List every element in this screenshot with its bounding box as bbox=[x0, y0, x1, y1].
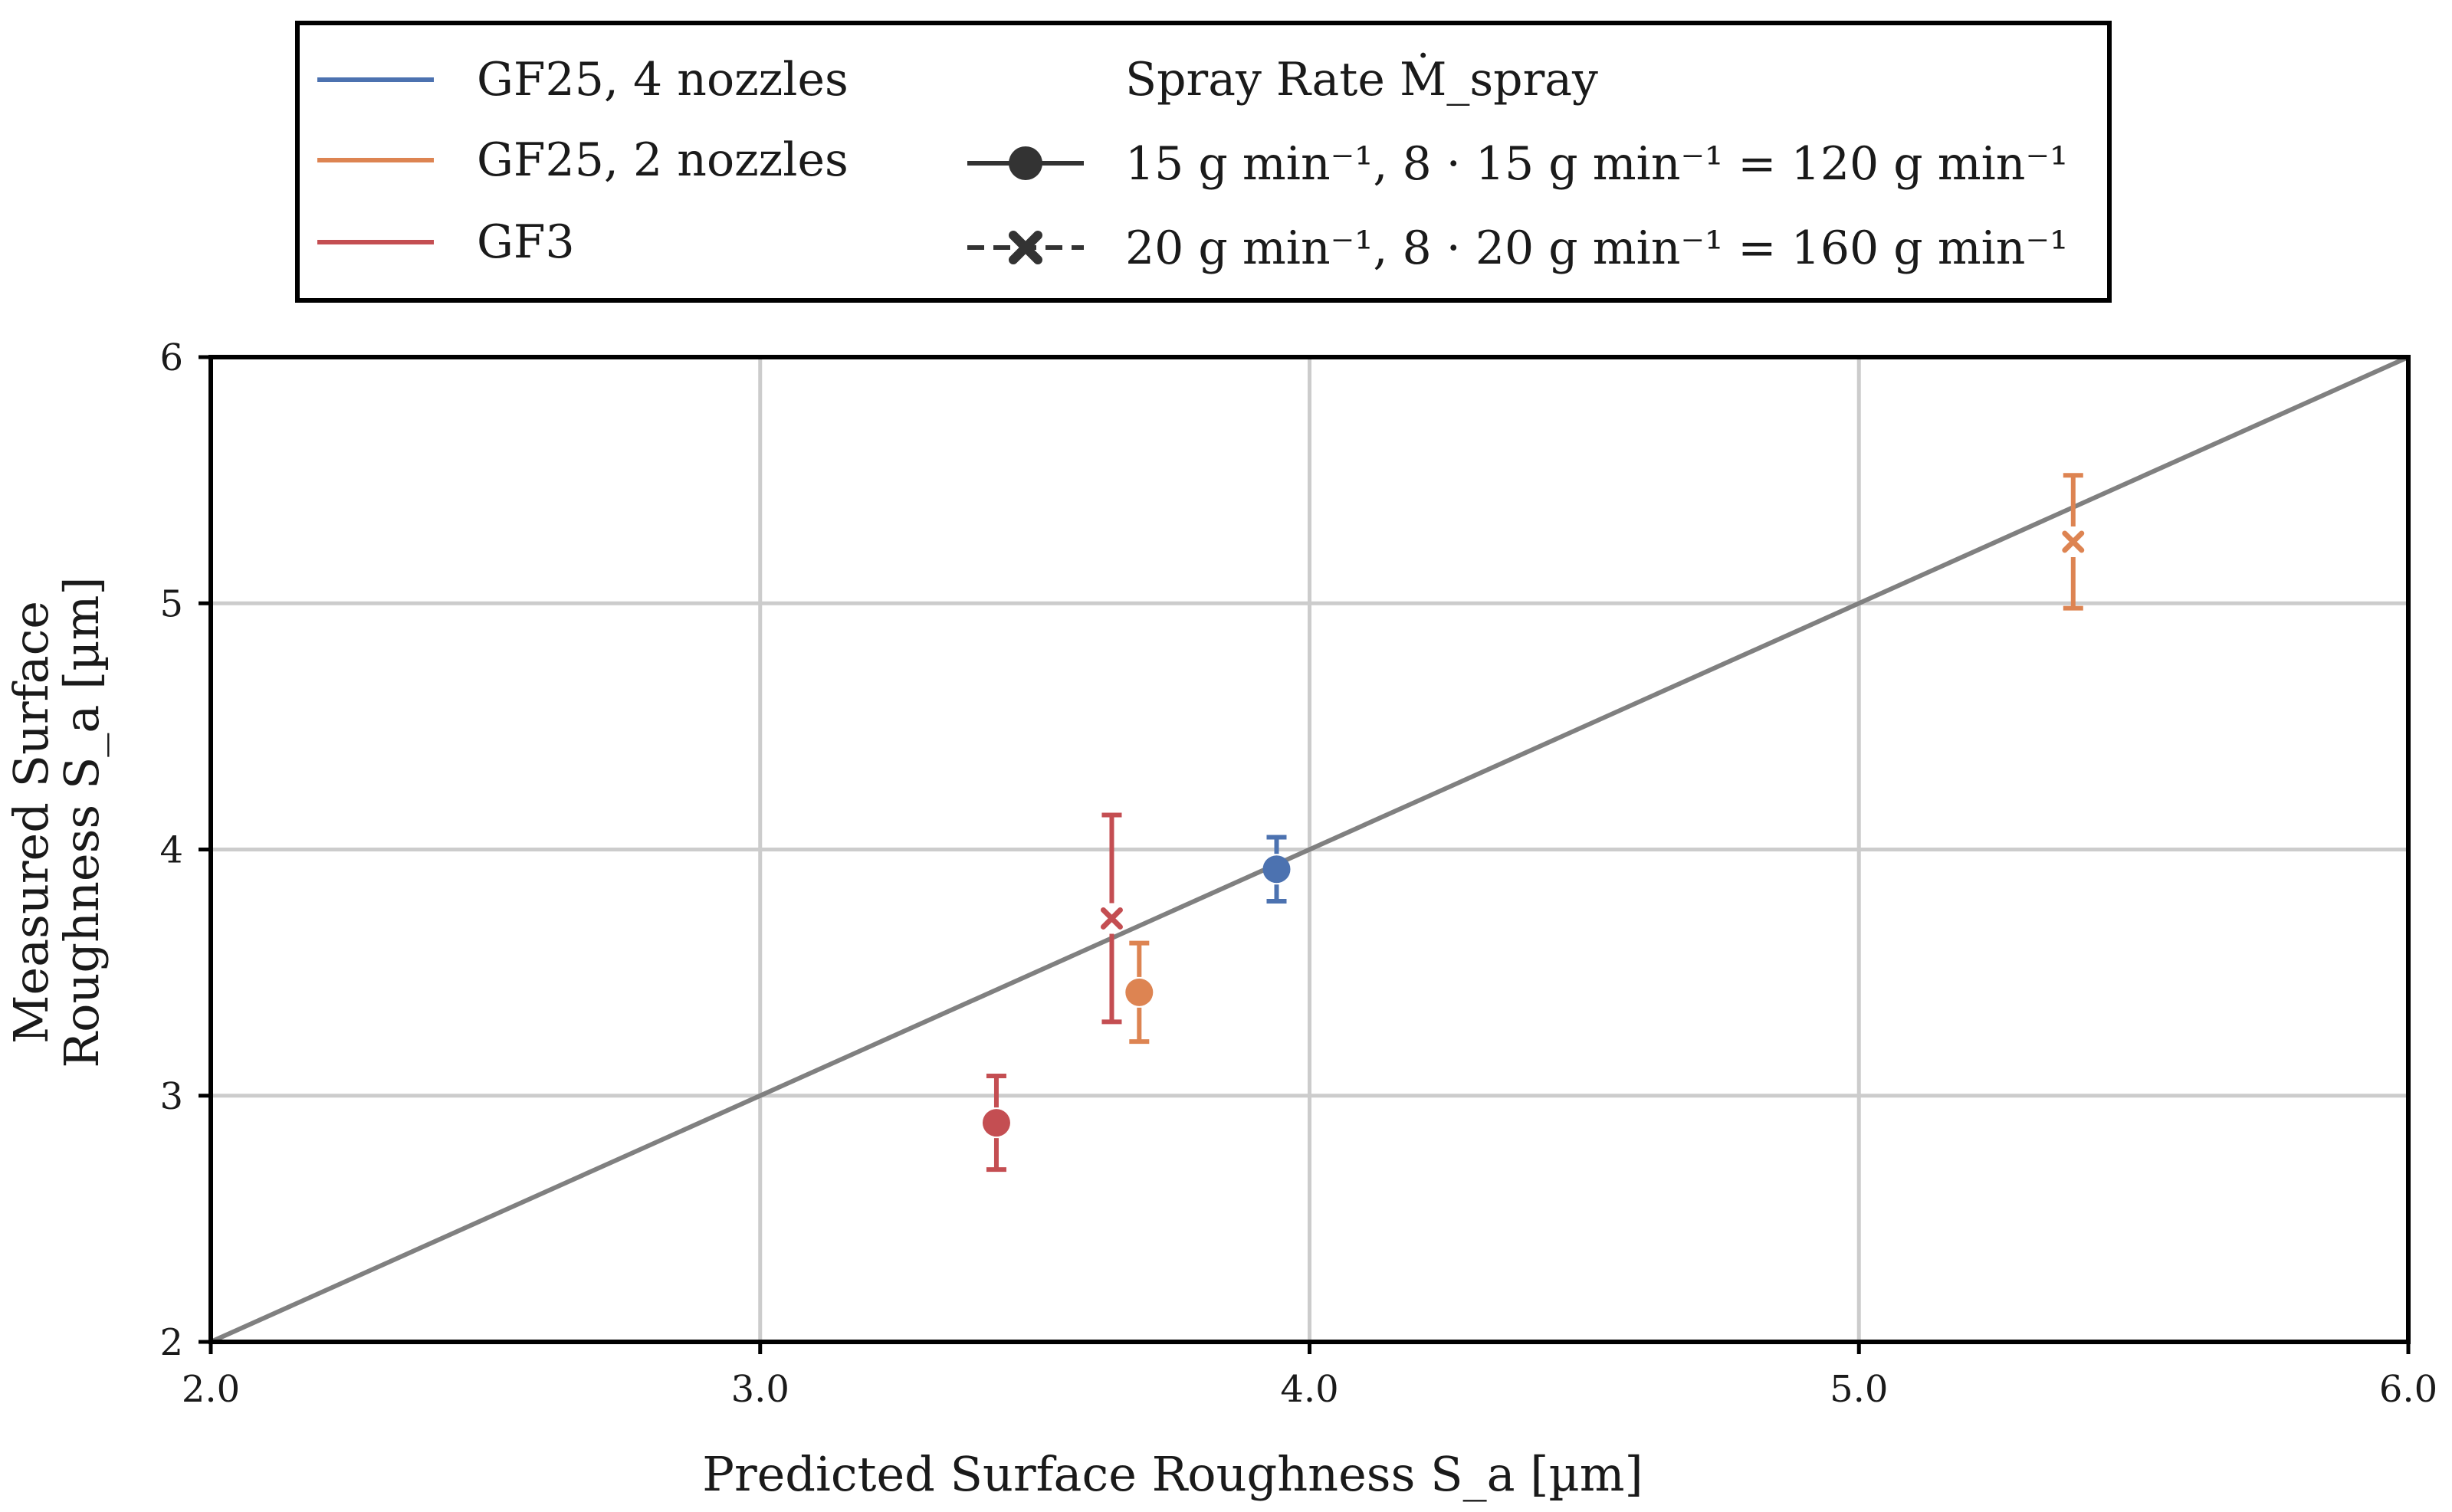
y-axis-label-line1: Measured Surface bbox=[3, 601, 59, 1044]
x-axis-label: Predicted Surface Roughness S_a [µm] bbox=[702, 1446, 1643, 1502]
data-point bbox=[2062, 473, 2085, 611]
gridlines bbox=[211, 357, 2408, 1342]
y-axis-ticks: 2 3 4 5 6 bbox=[159, 336, 211, 1364]
data-point bbox=[982, 1074, 1010, 1173]
legend-frame bbox=[295, 21, 2112, 303]
legend-spray-20-marker bbox=[1009, 231, 1042, 264]
marker-circle bbox=[1262, 855, 1291, 884]
x-tick-label: 6.0 bbox=[2379, 1368, 2437, 1411]
legend-spray-15-label: 15 g min⁻¹, 8 · 15 g min⁻¹ = 120 g min⁻¹ bbox=[1125, 137, 2068, 191]
legend-label-gf3: GF3 bbox=[477, 215, 575, 269]
y-axis-label-line2: Roughness S_a [µm] bbox=[54, 576, 110, 1068]
data-point bbox=[1125, 940, 1154, 1045]
y-tick-label: 5 bbox=[159, 582, 183, 625]
x-tick-label: 2.0 bbox=[182, 1368, 240, 1411]
legend-label-gf25-2: GF25, 2 nozzles bbox=[477, 133, 849, 187]
legend-label-gf25-4: GF25, 4 nozzles bbox=[477, 53, 849, 107]
x-tick-label: 4.0 bbox=[1280, 1368, 1338, 1411]
y-axis-label: Measured Surface Roughness S_a [µm] bbox=[3, 576, 110, 1068]
x-tick-label: 3.0 bbox=[731, 1368, 789, 1411]
marker-circle bbox=[1125, 978, 1154, 1006]
marker-x-stroke bbox=[1100, 907, 1123, 930]
marker-circle bbox=[982, 1109, 1010, 1137]
marker-x bbox=[2062, 530, 2085, 553]
y-tick-label: 3 bbox=[159, 1075, 183, 1118]
x-axis-ticks: 2.0 3.0 4.0 5.0 6.0 bbox=[182, 1342, 2437, 1411]
data-points bbox=[982, 473, 2085, 1173]
y-tick-label: 6 bbox=[159, 336, 183, 379]
y-tick-label: 4 bbox=[159, 829, 183, 872]
x-tick-label: 5.0 bbox=[1830, 1368, 1888, 1411]
legend: GF25, 4 nozzles GF25, 2 nozzles GF3 Spra… bbox=[295, 21, 2112, 303]
marker-x-stroke bbox=[2062, 530, 2085, 553]
data-point bbox=[1100, 812, 1123, 1025]
marker-x bbox=[1100, 907, 1123, 930]
legend-spray-title: Spray Rate Ṁ_spray bbox=[1125, 53, 1598, 107]
identity-line bbox=[209, 355, 2410, 1344]
plot-area: 2.0 3.0 4.0 5.0 6.0 2 3 4 5 6 bbox=[159, 336, 2437, 1411]
y-tick-label: 2 bbox=[159, 1321, 183, 1364]
legend-spray-20-label: 20 g min⁻¹, 8 · 20 g min⁻¹ = 160 g min⁻¹ bbox=[1125, 221, 2068, 275]
legend-spray-15-marker bbox=[1009, 146, 1042, 180]
data-point bbox=[1262, 835, 1291, 904]
